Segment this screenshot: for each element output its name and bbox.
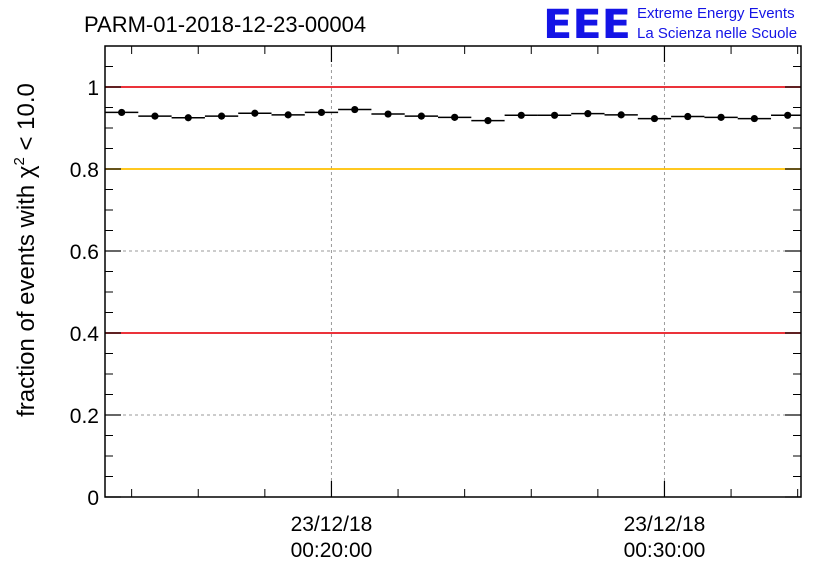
y-axis-title: fraction of events with χ2 < 10.0 bbox=[11, 83, 40, 417]
data-point bbox=[317, 108, 326, 117]
threshold-layer bbox=[105, 86, 801, 334]
data-point bbox=[118, 108, 126, 117]
data-point bbox=[384, 110, 392, 118]
data-point bbox=[717, 113, 725, 121]
data-layer bbox=[105, 105, 801, 125]
x-tick-date-label: 23/12/18 bbox=[291, 513, 373, 536]
data-point bbox=[151, 112, 159, 120]
y-tick-label: 0.6 bbox=[70, 241, 99, 264]
data-point bbox=[617, 111, 625, 119]
data-point bbox=[550, 111, 559, 119]
logo-line-1: Extreme Energy Events bbox=[637, 5, 795, 22]
logo-line-2: La Scienza nelle Scuole bbox=[637, 25, 797, 42]
data-point bbox=[351, 105, 359, 114]
data-point bbox=[684, 112, 692, 121]
y-tick-label: 1 bbox=[87, 77, 99, 100]
data-point bbox=[484, 117, 492, 125]
data-point bbox=[251, 109, 259, 117]
tick-layer bbox=[105, 46, 801, 498]
data-point bbox=[217, 112, 226, 120]
x-tick-time-label: 00:20:00 bbox=[291, 539, 373, 562]
run-title: PARM-01-2018-12-23-00004 bbox=[84, 12, 366, 37]
data-point bbox=[184, 114, 192, 122]
label-layer: 0 0.2 0.4 0.6 0.8 1 23/12/18 00:20:00 23/12/18 00… bbox=[70, 77, 706, 562]
data-point bbox=[451, 113, 459, 121]
data-point bbox=[750, 114, 758, 123]
x-tick-date-label: 23/12/18 bbox=[624, 513, 706, 536]
y-tick-label: 0.8 bbox=[70, 159, 99, 182]
data-point bbox=[650, 114, 659, 123]
y-tick-label: 0.4 bbox=[70, 323, 100, 346]
data-point bbox=[284, 111, 292, 119]
data-point bbox=[784, 111, 792, 119]
y-tick-label: 0.2 bbox=[70, 405, 99, 428]
data-point bbox=[417, 112, 425, 120]
x-tick-time-label: 00:30:00 bbox=[624, 539, 706, 562]
logo-mark: EEE bbox=[543, 2, 631, 48]
y-tick-label: 0 bbox=[87, 487, 99, 510]
data-point bbox=[584, 110, 592, 118]
data-point bbox=[517, 111, 525, 119]
plot-frame bbox=[104, 45, 802, 498]
grid-layer bbox=[105, 46, 801, 497]
eee-logo: EEE Extreme Energy Events La Scienza nel… bbox=[543, 2, 797, 48]
